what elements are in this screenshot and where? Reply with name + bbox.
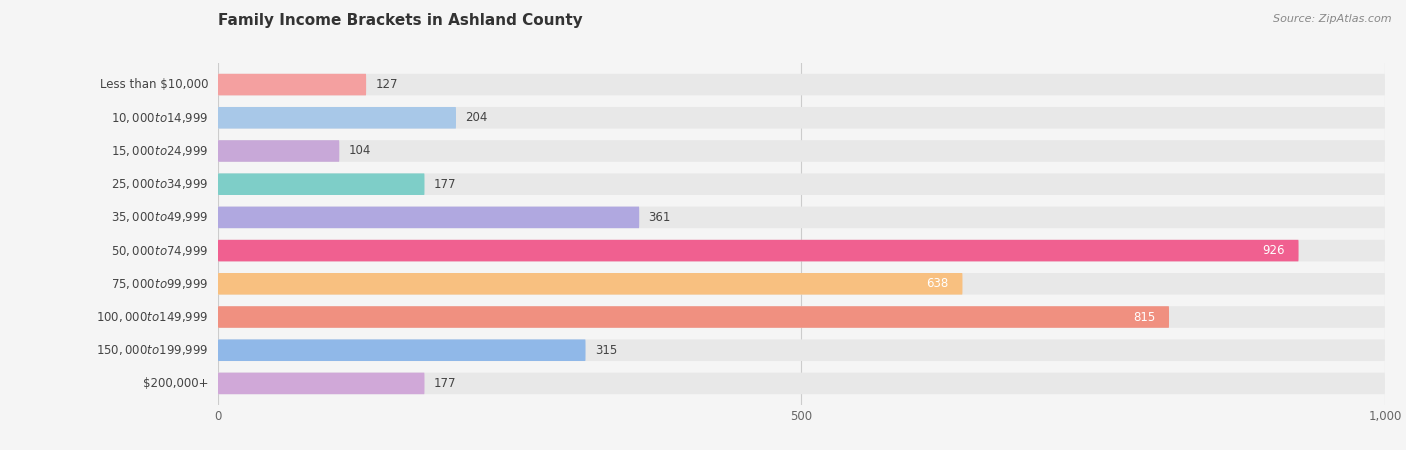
Text: $10,000 to $14,999: $10,000 to $14,999 (111, 111, 208, 125)
Text: 177: 177 (434, 178, 457, 191)
FancyBboxPatch shape (218, 373, 1385, 394)
FancyBboxPatch shape (218, 74, 1385, 95)
Text: $15,000 to $24,999: $15,000 to $24,999 (111, 144, 208, 158)
Text: $100,000 to $149,999: $100,000 to $149,999 (96, 310, 208, 324)
Text: $50,000 to $74,999: $50,000 to $74,999 (111, 243, 208, 257)
Text: $200,000+: $200,000+ (143, 377, 208, 390)
FancyBboxPatch shape (218, 306, 1385, 328)
FancyBboxPatch shape (218, 373, 425, 394)
FancyBboxPatch shape (218, 339, 585, 361)
Text: Source: ZipAtlas.com: Source: ZipAtlas.com (1274, 14, 1392, 23)
FancyBboxPatch shape (218, 107, 456, 129)
Text: $150,000 to $199,999: $150,000 to $199,999 (96, 343, 208, 357)
Text: $35,000 to $49,999: $35,000 to $49,999 (111, 211, 208, 225)
FancyBboxPatch shape (218, 240, 1299, 261)
FancyBboxPatch shape (218, 173, 1385, 195)
FancyBboxPatch shape (218, 306, 1168, 328)
Text: 815: 815 (1133, 310, 1154, 324)
Text: 361: 361 (648, 211, 671, 224)
FancyBboxPatch shape (218, 140, 1385, 162)
FancyBboxPatch shape (218, 74, 366, 95)
Text: 204: 204 (465, 111, 488, 124)
FancyBboxPatch shape (218, 140, 339, 162)
FancyBboxPatch shape (218, 339, 1385, 361)
FancyBboxPatch shape (218, 273, 1385, 295)
Text: 127: 127 (375, 78, 398, 91)
FancyBboxPatch shape (218, 107, 1385, 129)
Text: 315: 315 (595, 344, 617, 357)
FancyBboxPatch shape (218, 207, 1385, 228)
Text: $75,000 to $99,999: $75,000 to $99,999 (111, 277, 208, 291)
Text: 638: 638 (927, 277, 949, 290)
Text: Less than $10,000: Less than $10,000 (100, 78, 208, 91)
Text: Family Income Brackets in Ashland County: Family Income Brackets in Ashland County (218, 14, 582, 28)
Text: 177: 177 (434, 377, 457, 390)
Text: 926: 926 (1263, 244, 1285, 257)
Text: 104: 104 (349, 144, 371, 158)
FancyBboxPatch shape (218, 173, 425, 195)
FancyBboxPatch shape (218, 273, 963, 295)
FancyBboxPatch shape (218, 240, 1385, 261)
Text: $25,000 to $34,999: $25,000 to $34,999 (111, 177, 208, 191)
FancyBboxPatch shape (218, 207, 640, 228)
